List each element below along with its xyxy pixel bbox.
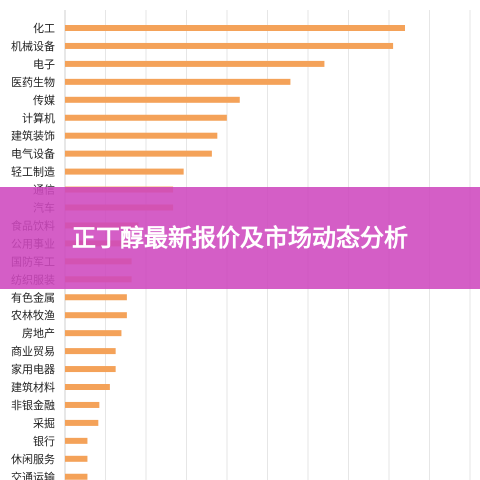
- bar: [65, 348, 116, 355]
- bar: [65, 419, 99, 426]
- category-label: 建筑材料: [11, 380, 55, 394]
- category-label: 商业贸易: [11, 344, 55, 358]
- category-label: 房地产: [22, 326, 55, 340]
- bar: [65, 384, 110, 390]
- bar: [65, 473, 88, 480]
- bar: [65, 312, 127, 319]
- category-label: 机械设备: [11, 39, 55, 53]
- category-label: 电气设备: [11, 147, 55, 161]
- bar: [65, 60, 325, 67]
- category-label: 传媒: [33, 94, 55, 107]
- category-label: 有色金属: [11, 290, 55, 304]
- title-banner: 正丁醇最新报价及市场动态分析: [0, 187, 480, 289]
- bar: [65, 96, 240, 103]
- banner-title: 正丁醇最新报价及市场动态分析: [72, 224, 408, 252]
- category-label: 计算机: [22, 111, 55, 125]
- bar: [65, 437, 88, 444]
- category-label: 化工: [33, 21, 55, 35]
- bar: [65, 150, 212, 157]
- bar: [65, 25, 405, 31]
- category-label: 农林牧渔: [11, 308, 55, 322]
- category-label: 交通运输: [11, 470, 55, 480]
- category-label: 轻工制造: [11, 165, 55, 179]
- bar: [65, 42, 394, 49]
- bar: [65, 78, 291, 85]
- bar: [65, 114, 227, 121]
- category-label: 医药生物: [11, 75, 55, 89]
- bar: [65, 330, 122, 337]
- category-label: 采掘: [33, 416, 55, 430]
- category-label: 非银金融: [11, 398, 55, 412]
- category-label: 银行: [33, 434, 55, 448]
- bar: [65, 294, 127, 301]
- category-label: 休闲服务: [11, 452, 55, 466]
- bar: [65, 401, 100, 408]
- bar: [65, 132, 218, 139]
- category-label: 家用电器: [11, 362, 55, 376]
- category-label: 建筑装饰: [11, 129, 55, 143]
- bar: [65, 455, 88, 462]
- bar: [65, 366, 116, 373]
- bar-series: [65, 25, 405, 480]
- bar: [65, 168, 184, 175]
- category-label: 电子: [33, 58, 55, 71]
